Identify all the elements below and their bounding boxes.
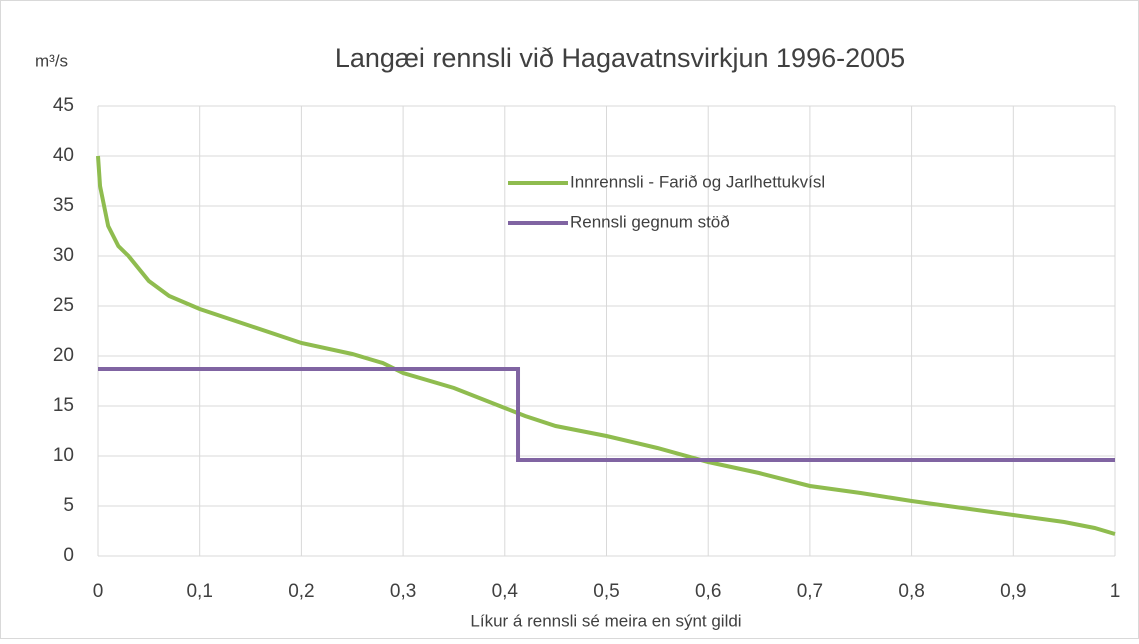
y-axis-label: m³/s xyxy=(35,51,68,70)
y-tick-label: 45 xyxy=(53,95,74,116)
y-tick-label: 25 xyxy=(53,295,74,316)
y-tick-label: 0 xyxy=(63,545,74,566)
x-tick-label: 0,5 xyxy=(593,581,619,602)
series-line xyxy=(96,155,1116,536)
y-tick-label: 5 xyxy=(63,495,74,516)
legend-label: Innrennsli - Farið og Jarlhettukvísl xyxy=(570,172,825,191)
x-tick-label: 1 xyxy=(1110,581,1121,602)
x-axis-label: Líkur á rennsli sé meira en sýnt gildi xyxy=(470,611,741,630)
x-tick-label: 0,3 xyxy=(390,581,416,602)
x-tick-label: 0,1 xyxy=(186,581,212,602)
x-tick-label: 0,4 xyxy=(492,581,519,602)
y-tick-label: 20 xyxy=(53,345,74,366)
x-tick-label: 0,7 xyxy=(797,581,823,602)
legend-label: Rennsli gegnum stöð xyxy=(570,212,730,231)
x-tick-label: 0,9 xyxy=(1000,581,1026,602)
y-tick-label: 30 xyxy=(53,245,74,266)
y-tick-label: 35 xyxy=(53,195,74,216)
series-line xyxy=(98,367,1115,462)
x-tick-label: 0 xyxy=(93,581,104,602)
y-tick-label: 40 xyxy=(53,145,74,166)
y-tick-label: 10 xyxy=(53,445,74,466)
chart-title: Langæi rennsli við Hagavatnsvirkjun 1996… xyxy=(335,43,905,73)
x-tick-label: 0,6 xyxy=(695,581,721,602)
x-tick-label: 0,8 xyxy=(898,581,924,602)
y-tick-label: 15 xyxy=(53,395,74,416)
x-tick-label: 0,2 xyxy=(288,581,314,602)
